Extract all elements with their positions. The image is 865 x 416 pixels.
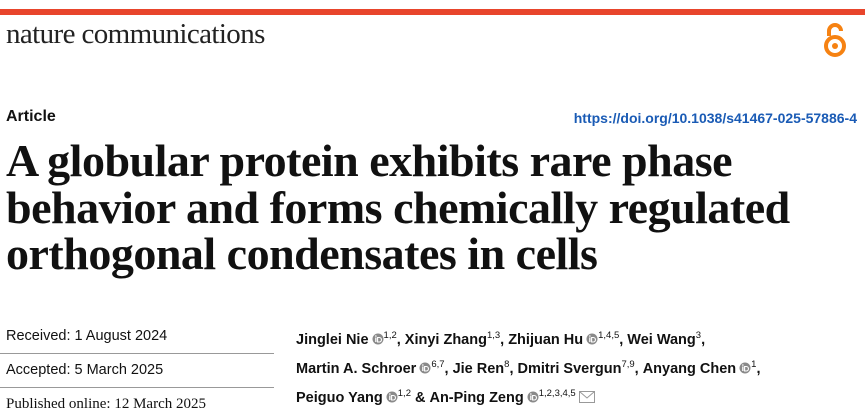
author-list: Jinglei Nie 1,2, Xinyi Zhang1,3, Zhijuan Hu… xyxy=(296,324,764,411)
separator: , xyxy=(634,361,639,377)
article-title: A globular protein exhibits rare phase be… xyxy=(6,135,856,279)
affiliation: 1,3 xyxy=(486,330,501,341)
author-name[interactable]: Martin A. Schroer xyxy=(296,361,417,377)
affiliation: 1 xyxy=(751,359,757,370)
author-name[interactable]: Peiguo Yang xyxy=(296,390,383,406)
accepted-date: Accepted: 5 March 2025 xyxy=(6,362,164,378)
author-line: Jinglei Nie 1,2, Xinyi Zhang1,3, Zhijuan Hu… xyxy=(296,324,764,353)
divider xyxy=(0,387,274,388)
separator: , xyxy=(500,332,505,348)
separator: , xyxy=(396,332,401,348)
author-name[interactable]: Dmitri Svergun xyxy=(517,361,622,377)
author-line: Martin A. Schroer 6,7, Jie Ren8, Dmitri Sve… xyxy=(296,353,764,382)
separator: , xyxy=(444,361,449,377)
author-name[interactable]: Jie Ren xyxy=(452,361,505,377)
separator: , xyxy=(756,361,761,377)
orcid-icon xyxy=(372,333,384,349)
author-name[interactable]: An-Ping Zeng xyxy=(429,390,524,406)
divider xyxy=(0,353,274,354)
received-date: Received: 1 August 2024 xyxy=(6,328,168,344)
top-bar xyxy=(0,9,865,15)
affiliation: 1,2,3,4,5 xyxy=(538,388,576,399)
orcid-icon xyxy=(527,391,539,407)
separator: , xyxy=(509,361,514,377)
affiliation: 3 xyxy=(695,330,702,341)
author-line: Peiguo Yang 1,2 & An-Ping Zeng 1,2,3,4,5 xyxy=(296,382,764,411)
separator: , xyxy=(701,332,706,348)
author-name[interactable]: Anyang Chen xyxy=(642,361,737,377)
article-type: Article xyxy=(6,108,56,125)
affiliation: 6,7 xyxy=(431,359,445,370)
title-line: A globular protein exhibits rare phase xyxy=(6,135,733,186)
separator: , xyxy=(619,332,624,348)
published-date: Published online: 12 March 2025 xyxy=(6,396,206,412)
affiliation: 7,9 xyxy=(621,359,635,370)
orcid-icon xyxy=(586,333,598,349)
title-line: orthogonal condensates in cells xyxy=(6,228,598,279)
author-name[interactable]: Jinglei Nie xyxy=(296,332,369,348)
affiliation: 1,2 xyxy=(397,388,411,399)
affiliation: 1,2 xyxy=(383,330,397,341)
affiliation: 1,4,5 xyxy=(598,330,620,341)
author-name[interactable]: Wei Wang xyxy=(627,332,696,348)
author-name[interactable]: Zhijuan Hu xyxy=(508,332,584,348)
separator: & xyxy=(414,390,426,406)
title-line: behavior and forms chemically regulated xyxy=(6,181,790,233)
author-name[interactable]: Xinyi Zhang xyxy=(404,332,487,348)
email-icon xyxy=(578,391,595,407)
orcid-icon xyxy=(386,391,398,407)
orcid-icon xyxy=(739,362,751,378)
open-access-icon xyxy=(824,23,846,57)
doi-link[interactable]: https://doi.org/10.1038/s41467-025-57886… xyxy=(573,110,857,126)
orcid-icon xyxy=(419,362,431,378)
affiliation: 8 xyxy=(504,359,510,370)
journal-name: nature communications xyxy=(6,18,265,50)
